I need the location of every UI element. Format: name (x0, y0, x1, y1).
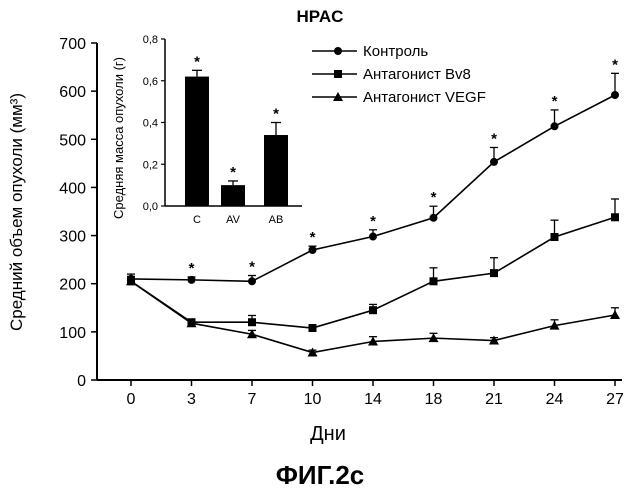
x-tick-label: 10 (304, 391, 322, 408)
x-axis-label: Дни (310, 423, 346, 445)
y-tick-label: 500 (59, 132, 86, 149)
inset-chart: 0,0 0,2 0,4 0,6 0,8 * C * AV * AB Средняя масса о… (111, 34, 302, 226)
y-tick-label: 700 (59, 36, 86, 53)
x-tick-label: 3 (187, 391, 196, 408)
marker-square (334, 70, 342, 78)
marker-square (430, 277, 438, 285)
significance-star: * (491, 130, 497, 147)
legend-label: Контроль (363, 43, 428, 60)
marker-square (309, 324, 317, 332)
y-tick-label: 400 (59, 180, 86, 197)
x-tick-label: 27 (606, 391, 624, 408)
x-tick-label: 7 (248, 391, 257, 408)
chart-title: HPAC (297, 7, 344, 26)
y-tick-label: 600 (59, 84, 86, 101)
y-axis-label: Средний объем опухоли (мм³) (7, 93, 26, 331)
inset-y-tick-label: 0,4 (143, 118, 158, 130)
inset-bar (185, 77, 209, 206)
y-tick-label: 0 (77, 373, 86, 390)
y-tick-label: 300 (59, 229, 86, 246)
marker-square (248, 318, 256, 326)
y-ticks: 0 100 200 300 400 500 600 700 (59, 36, 97, 390)
inset-y-ticks: 0,0 0,2 0,4 0,6 0,8 (143, 34, 165, 213)
main-chart: HPAC 0 100 200 300 400 500 600 700 0 3 7 10 14 18 21 2… (7, 7, 624, 445)
inset-y-tick-label: 0,6 (143, 76, 158, 88)
inset-x-tick-label: C (193, 214, 201, 226)
marker-circle (551, 122, 559, 130)
x-tick-label: 18 (425, 391, 443, 408)
inset-x-tick-label: AV (226, 214, 241, 226)
significance-star: * (431, 189, 437, 206)
inset-bar (264, 135, 288, 206)
x-tick-label: 21 (485, 391, 503, 408)
legend-item: Антагонист Bv8 (312, 66, 471, 83)
legend-label: Антагонист VEGF (363, 89, 486, 106)
inset-y-tick-label: 0,8 (143, 34, 158, 46)
x-tick-label: 24 (546, 391, 564, 408)
significance-star: * (249, 259, 255, 276)
significance-star: * (189, 260, 195, 277)
marker-circle (369, 233, 377, 241)
legend-item: Контроль (312, 43, 428, 60)
inset-significance-star: * (273, 106, 279, 123)
series-3 (126, 276, 620, 356)
legend: Контроль Антагонист Bv8 Антагонист VEGF (312, 43, 486, 106)
x-tick-label: 14 (364, 391, 382, 408)
significance-star: * (612, 56, 618, 73)
inset-significance-star: * (230, 164, 236, 181)
marker-circle (309, 246, 317, 254)
legend-item: Антагонист VEGF (312, 89, 486, 106)
inset-y-tick-label: 0,2 (143, 159, 158, 171)
x-tick-label: 0 (127, 391, 136, 408)
inset-x-tick-label: AB (269, 214, 284, 226)
marker-circle (611, 91, 619, 99)
significance-star: * (310, 229, 316, 246)
inset-y-tick-label: 0,0 (143, 201, 158, 213)
marker-triangle (610, 310, 620, 319)
x-ticks: 0 3 7 10 14 18 21 24 27 (127, 380, 624, 408)
significance-star: * (552, 93, 558, 110)
inset-y-axis-label: Средняя масса опухоли (г) (111, 57, 126, 219)
inset-bar (221, 185, 245, 206)
marker-circle (430, 214, 438, 222)
inset-bars: * C * AV * AB (185, 53, 288, 226)
y-tick-label: 100 (59, 325, 86, 342)
marker-circle (490, 158, 498, 166)
marker-circle (334, 47, 342, 55)
inset-significance-star: * (194, 53, 200, 70)
marker-square (551, 233, 559, 241)
marker-square (611, 213, 619, 221)
marker-square (369, 306, 377, 314)
legend-label: Антагонист Bv8 (363, 66, 471, 83)
marker-circle (188, 276, 196, 284)
significance-star: * (370, 213, 376, 230)
figure-caption: ФИГ.2с (276, 460, 365, 490)
marker-circle (248, 277, 256, 285)
y-tick-label: 200 (59, 277, 86, 294)
marker-square (490, 269, 498, 277)
